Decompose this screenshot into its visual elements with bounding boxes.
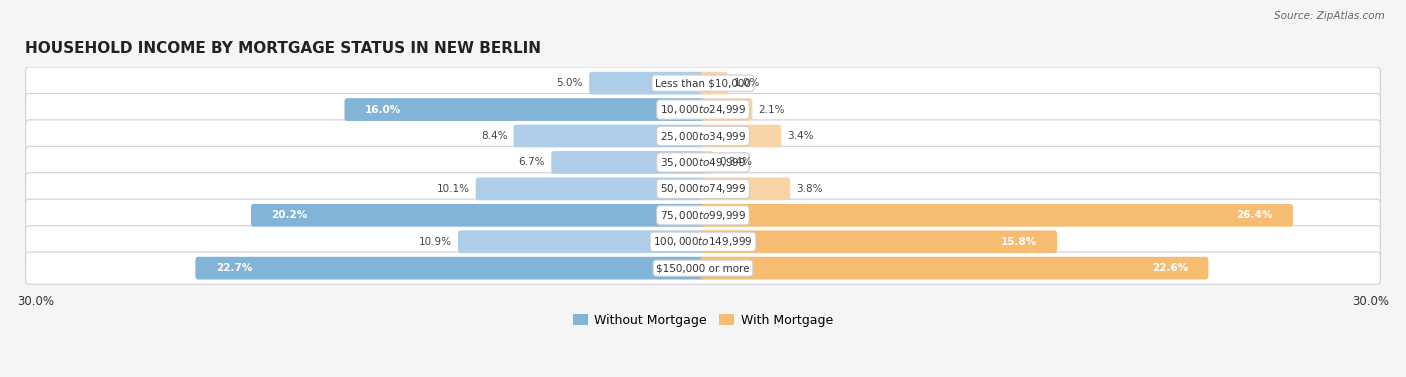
Text: Less than $10,000: Less than $10,000	[655, 78, 751, 88]
FancyBboxPatch shape	[195, 257, 706, 279]
FancyBboxPatch shape	[475, 178, 706, 200]
Legend: Without Mortgage, With Mortgage: Without Mortgage, With Mortgage	[568, 309, 838, 332]
Text: 16.0%: 16.0%	[366, 104, 401, 115]
Text: 2.1%: 2.1%	[759, 104, 785, 115]
FancyBboxPatch shape	[700, 72, 728, 95]
FancyBboxPatch shape	[25, 93, 1381, 126]
Text: 22.7%: 22.7%	[217, 263, 252, 273]
Text: $75,000 to $99,999: $75,000 to $99,999	[659, 209, 747, 222]
Text: 3.4%: 3.4%	[787, 131, 814, 141]
Text: 1.0%: 1.0%	[734, 78, 761, 88]
Text: 15.8%: 15.8%	[1001, 237, 1036, 247]
FancyBboxPatch shape	[700, 204, 1294, 227]
FancyBboxPatch shape	[513, 125, 706, 147]
Text: $35,000 to $49,999: $35,000 to $49,999	[659, 156, 747, 169]
Text: 5.0%: 5.0%	[557, 78, 583, 88]
FancyBboxPatch shape	[551, 151, 706, 174]
Text: 20.2%: 20.2%	[271, 210, 308, 220]
Text: 26.4%: 26.4%	[1236, 210, 1272, 220]
Text: HOUSEHOLD INCOME BY MORTGAGE STATUS IN NEW BERLIN: HOUSEHOLD INCOME BY MORTGAGE STATUS IN N…	[24, 41, 540, 57]
FancyBboxPatch shape	[25, 199, 1381, 231]
FancyBboxPatch shape	[700, 125, 782, 147]
Text: 3.8%: 3.8%	[796, 184, 823, 194]
FancyBboxPatch shape	[344, 98, 706, 121]
FancyBboxPatch shape	[25, 146, 1381, 179]
Text: $100,000 to $149,999: $100,000 to $149,999	[654, 235, 752, 248]
Text: $150,000 or more: $150,000 or more	[657, 263, 749, 273]
Text: $50,000 to $74,999: $50,000 to $74,999	[659, 182, 747, 195]
Text: $25,000 to $34,999: $25,000 to $34,999	[659, 130, 747, 143]
Text: $10,000 to $24,999: $10,000 to $24,999	[659, 103, 747, 116]
Text: 8.4%: 8.4%	[481, 131, 508, 141]
FancyBboxPatch shape	[458, 230, 706, 253]
FancyBboxPatch shape	[25, 225, 1381, 258]
Text: 0.34%: 0.34%	[720, 158, 752, 167]
FancyBboxPatch shape	[700, 257, 1208, 279]
FancyBboxPatch shape	[25, 67, 1381, 99]
FancyBboxPatch shape	[700, 98, 752, 121]
Text: 22.6%: 22.6%	[1152, 263, 1188, 273]
FancyBboxPatch shape	[700, 230, 1057, 253]
FancyBboxPatch shape	[25, 252, 1381, 284]
Text: 6.7%: 6.7%	[519, 158, 546, 167]
Text: 10.9%: 10.9%	[419, 237, 451, 247]
Text: Source: ZipAtlas.com: Source: ZipAtlas.com	[1274, 11, 1385, 21]
FancyBboxPatch shape	[25, 173, 1381, 205]
Text: 10.1%: 10.1%	[436, 184, 470, 194]
FancyBboxPatch shape	[252, 204, 706, 227]
FancyBboxPatch shape	[25, 120, 1381, 152]
FancyBboxPatch shape	[700, 178, 790, 200]
FancyBboxPatch shape	[700, 151, 713, 174]
FancyBboxPatch shape	[589, 72, 706, 95]
